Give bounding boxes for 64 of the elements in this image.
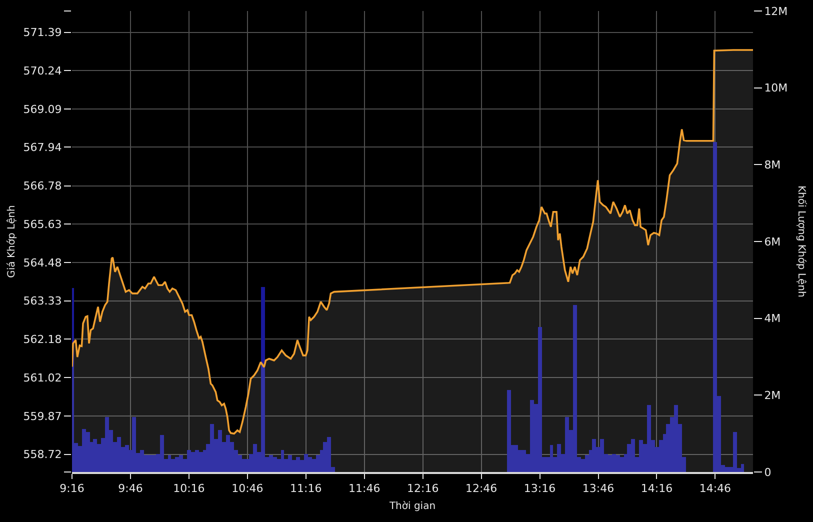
y2-tick-label: 0 — [764, 466, 772, 479]
bar — [117, 437, 121, 472]
bar — [713, 142, 717, 472]
bar — [210, 424, 214, 472]
y-tick-label: 563.33 — [23, 294, 62, 308]
bar — [639, 440, 643, 472]
y-tick-label: 558.72 — [23, 448, 62, 462]
bar — [550, 445, 553, 472]
bar — [565, 417, 569, 472]
x-tick-label: 14:46 — [699, 482, 732, 495]
bar — [187, 450, 191, 472]
bar — [592, 439, 596, 472]
y-tick-label: 570.24 — [23, 64, 62, 78]
x-tick-label: 11:46 — [348, 482, 380, 495]
bar — [573, 305, 577, 472]
bar — [132, 417, 136, 472]
x-tick-label: 10:46 — [232, 482, 264, 495]
y-axis-title: Giá Khớp Lệnh — [6, 205, 18, 278]
bar — [281, 450, 284, 472]
bar — [647, 405, 651, 472]
x-axis-title: Thời gian — [388, 500, 436, 512]
y-tick-label: 561.02 — [23, 372, 62, 385]
y-tick-label: 564.48 — [23, 256, 62, 270]
bar — [557, 444, 561, 472]
y2-tick-label: 8M — [764, 158, 781, 172]
bar — [741, 464, 744, 472]
y-tick-label: 566.78 — [23, 180, 62, 193]
y-tick-label: 569.09 — [23, 102, 62, 116]
x-tick-label: 9:16 — [60, 482, 84, 495]
x-tick-label: 10:16 — [173, 482, 205, 495]
bar — [600, 439, 604, 472]
y2-tick-label: 12M — [764, 4, 788, 18]
bar — [631, 439, 635, 472]
x-tick-label: 13:16 — [524, 482, 556, 495]
y-tick-label: 562.18 — [23, 332, 62, 346]
y2-tick-label: 6M — [764, 235, 781, 248]
x-tick-label: 14:16 — [640, 482, 673, 495]
bar — [105, 417, 109, 472]
y2-tick-label: 2M — [764, 389, 781, 402]
y2-tick-label: 4M — [764, 312, 781, 326]
y-tick-label: 571.39 — [23, 26, 62, 40]
bar — [82, 429, 86, 472]
bar — [733, 432, 737, 472]
x-tick-label: 9:46 — [118, 482, 143, 495]
bar — [218, 430, 222, 472]
bar — [674, 405, 678, 472]
x-tick-label: 12:16 — [406, 482, 439, 495]
x-tick-label: 11:16 — [290, 482, 322, 495]
bar — [530, 400, 534, 472]
x-tick-label: 12:46 — [465, 482, 498, 495]
bar — [538, 327, 542, 472]
y-tick-label: 567.94 — [23, 141, 62, 154]
bar — [261, 287, 265, 472]
x-tick-label: 13:46 — [582, 482, 614, 495]
y2-tick-label: 10M — [764, 82, 788, 95]
bar — [327, 437, 331, 472]
bar — [160, 435, 164, 472]
bar — [304, 454, 308, 472]
bar — [253, 444, 257, 472]
y-tick-label: 565.63 — [23, 218, 62, 232]
y-tick-label: 559.87 — [23, 410, 62, 423]
bar — [507, 390, 511, 472]
bar — [86, 432, 90, 472]
y2-axis-title: Khối Lượng Khớp Lệnh — [796, 186, 808, 298]
